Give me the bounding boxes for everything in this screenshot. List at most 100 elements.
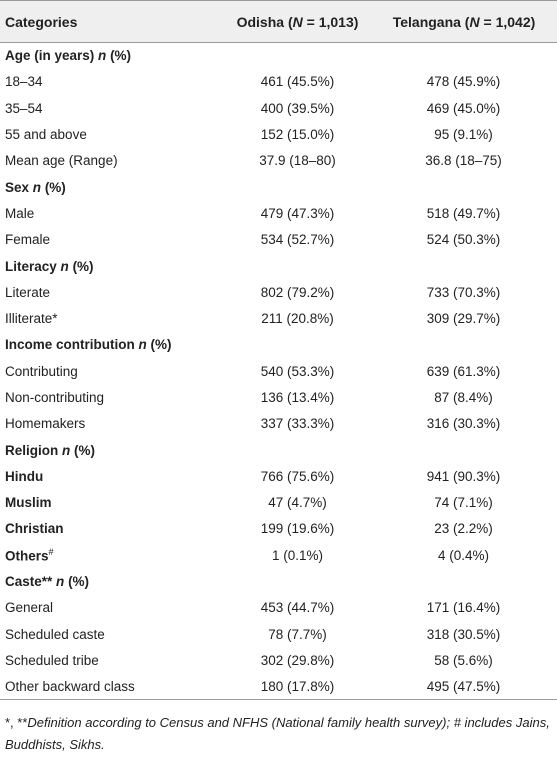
data-row: Male 479 (47.3%) 518 (49.7%) [0, 200, 557, 226]
row-label-cell: Literate [0, 279, 205, 305]
telangana-value: 74 (7.1%) [434, 495, 493, 511]
data-row: Contributing 540 (53.3%) 639 (61.3%) [0, 358, 557, 384]
section-unit: (%) [74, 442, 96, 458]
data-row: Literate 802 (79.2%) 733 (70.3%) [0, 279, 557, 305]
data-row: General 453 (44.7%) 171 (16.4%) [0, 595, 557, 621]
row-label: Scheduled caste [5, 626, 105, 642]
odisha-value: 152 (15.0%) [260, 127, 335, 143]
header-cell: Categories [5, 13, 78, 30]
row-label-sup: # [48, 547, 54, 558]
section-row: Literacy n (%) [0, 253, 557, 279]
section-unit: (%) [44, 179, 66, 195]
section-title: Age (in years) [5, 48, 95, 64]
row-label-cell: Contributing [0, 358, 205, 384]
telangana-value: 318 (30.5%) [426, 626, 501, 642]
data-row: Christian 199 (19.6%) 23 (2.2%) [0, 516, 557, 542]
data-row: Others# 1 (0.1%) 4 (0.4%) [0, 542, 557, 568]
section-cell: Sex n (%) [0, 174, 557, 200]
data-row: Scheduled caste 78 (7.7%) 318 (30.5%) [0, 621, 557, 647]
row-label-cell: Other backward class [0, 674, 205, 700]
telangana-value: 469 (45.0%) [426, 100, 501, 116]
section-cell: Age (in years) n (%) [0, 43, 557, 69]
odisha-value: 461 (45.5%) [260, 74, 335, 90]
data-row: Non-contributing 136 (13.4%) 87 (8.4%) [0, 384, 557, 410]
section-unit: (%) [110, 48, 132, 64]
section-title: Sex [5, 179, 30, 195]
data-row: 35–54 400 (39.5%) 469 (45.0%) [0, 95, 557, 121]
telangana-value: 58 (5.6%) [434, 652, 493, 668]
odisha-value: 479 (47.3%) [260, 205, 335, 221]
odisha-value: 802 (79.2%) [260, 284, 335, 300]
footnote: *, **Definition according to Census and … [0, 700, 557, 756]
section-title: Religion [5, 442, 59, 458]
telangana-value: 171 (16.4%) [426, 600, 501, 616]
header-var: N [292, 13, 303, 30]
odisha-value: 540 (53.3%) [260, 363, 335, 379]
row-label: 35–54 [5, 100, 43, 116]
row-label-cell: Female [0, 227, 205, 253]
telangana-value: 316 (30.3%) [426, 416, 501, 432]
odisha-value: 302 (29.8%) [260, 652, 335, 668]
section-var: n [60, 258, 69, 274]
telangana-value: 95 (9.1%) [434, 127, 493, 143]
section-row: Sex n (%) [0, 174, 557, 200]
telangana-value: 23 (2.2%) [434, 521, 493, 537]
row-label: Christian [5, 521, 64, 537]
row-label: Contributing [5, 363, 78, 379]
header-cell: Telangana (N = 1,042) [390, 1, 557, 43]
row-label: Hindu [5, 468, 44, 484]
row-label-cell: Male [0, 200, 205, 226]
data-row: 18–34 461 (45.5%) 478 (45.9%) [0, 69, 557, 95]
row-label-cell: Mean age (Range) [0, 148, 205, 174]
section-cell: Income contribution n (%) [0, 332, 557, 358]
row-label-cell: 35–54 [0, 95, 205, 121]
row-label: 18–34 [5, 74, 43, 90]
telangana-value: 309 (29.7%) [426, 311, 501, 327]
row-label: Mean age (Range) [5, 153, 118, 169]
data-row: Homemakers 337 (33.3%) 316 (30.3%) [0, 411, 557, 437]
telangana-value: 495 (47.5%) [426, 679, 501, 695]
row-label: Other backward class [5, 679, 135, 695]
data-row: Mean age (Range) 37.9 (18–80) 36.8 (18–75) [0, 148, 557, 174]
row-label-cell: Scheduled tribe [0, 647, 205, 673]
row-label-cell: Others# [0, 542, 205, 568]
row-label: Non-contributing [5, 390, 105, 405]
header-text: = 1,013) [302, 13, 359, 30]
row-label: Female [5, 232, 51, 248]
telangana-value: 941 (90.3%) [426, 468, 501, 484]
odisha-value: 211 (20.8%) [261, 311, 334, 327]
odisha-value: 453 (44.7%) [260, 600, 335, 616]
odisha-value: 180 (17.8%) [260, 679, 335, 695]
row-label-cell: Hindu [0, 463, 205, 489]
odisha-value: 47 (4.7%) [268, 495, 327, 511]
row-label-cell: Non-contributing [0, 384, 205, 410]
odisha-value: 78 (7.7%) [268, 626, 327, 642]
telangana-value: 639 (61.3%) [426, 363, 501, 379]
table-header: Categories Odisha (N = 1,013) Telangana … [0, 0, 557, 43]
section-row: Age (in years) n (%) [0, 43, 557, 69]
section-row: Income contribution n (%) [0, 332, 557, 358]
header-row: Categories Odisha (N = 1,013) Telangana … [0, 0, 557, 43]
telangana-value: 4 (0.4%) [437, 547, 490, 563]
data-row: Illiterate* 211 (20.8%) 309 (29.7%) [0, 305, 557, 331]
header-text: Telangana ( [392, 13, 470, 30]
telangana-value: 733 (70.3%) [426, 284, 501, 300]
table-body: Age (in years) n (%) 18–34 461 (45.5%) 478 … [0, 43, 557, 700]
section-var: n [138, 337, 147, 353]
data-row: 55 and above 152 (15.0%) 95 (9.1%) [0, 121, 557, 147]
odisha-value: 37.9 (18–80) [259, 153, 336, 169]
odisha-value: 400 (39.5%) [260, 100, 335, 116]
section-cell: Caste** n (%) [0, 568, 557, 594]
row-label-cell: General [0, 595, 205, 621]
odisha-value: 199 (19.6%) [260, 521, 335, 537]
header-text: Odisha ( [236, 13, 293, 30]
odisha-value: 534 (52.7%) [260, 232, 335, 248]
section-row: Religion n (%) [0, 437, 557, 463]
section-cell: Literacy n (%) [0, 253, 557, 279]
row-label-cell: Scheduled caste [0, 621, 205, 647]
footnote-text: Definition according to Census and NFHS … [5, 715, 550, 753]
section-title: Caste** [5, 574, 53, 590]
row-label-cell: Muslim [0, 490, 205, 516]
